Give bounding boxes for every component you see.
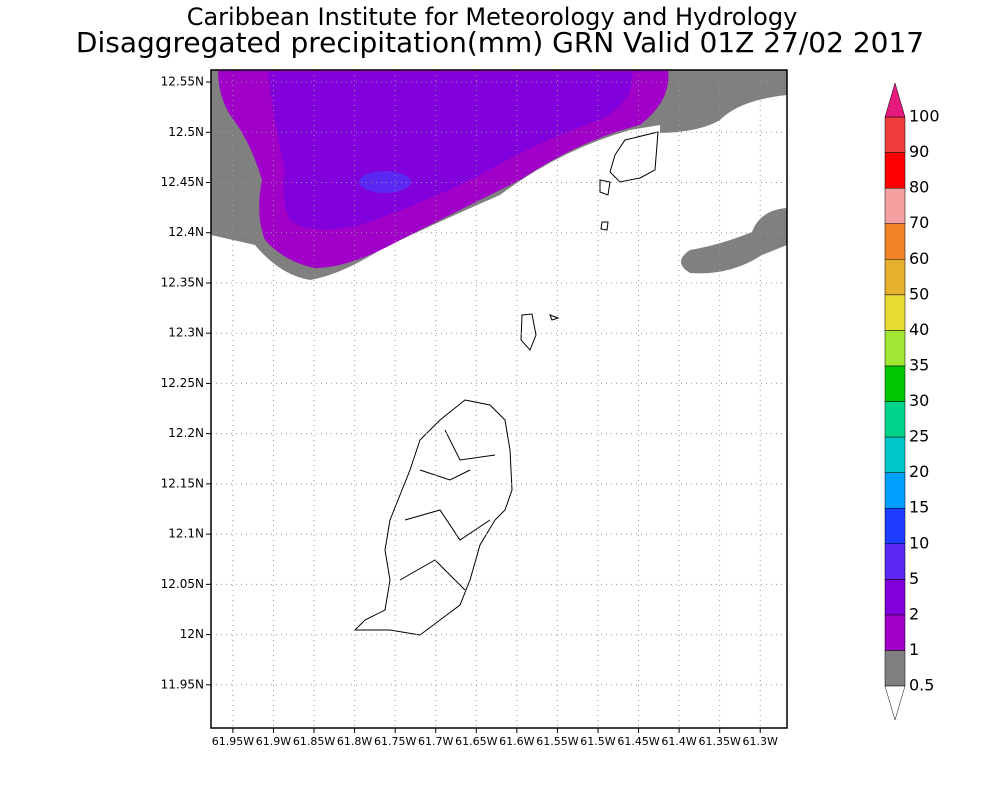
- colorbar-label: 50: [909, 284, 929, 303]
- colorbar-label: 80: [909, 178, 929, 197]
- small-island: [549, 314, 560, 321]
- y-tick-label: 12.2N: [168, 426, 204, 440]
- colorbar-label: 15: [909, 498, 929, 517]
- y-tick-label: 12.1N: [168, 527, 204, 541]
- x-tick-label: 61.9W: [256, 735, 291, 748]
- colorbar-label: 90: [909, 142, 929, 161]
- y-tick-label: 12.5N: [168, 125, 204, 139]
- y-tick-label: 12.15N: [161, 476, 204, 490]
- colorbar-segment: [884, 152, 906, 189]
- colorbar-segment: [884, 401, 906, 438]
- colorbar-label: 35: [909, 355, 929, 374]
- x-tick-label: 61.6W: [499, 735, 534, 748]
- colorbar-segment: [884, 330, 906, 367]
- colorbar-label: 40: [909, 320, 929, 339]
- plot-frame: [210, 69, 788, 729]
- colorbar-label: 1: [909, 640, 919, 659]
- y-tick-label: 12.25N: [161, 376, 204, 390]
- colorbar-segment: [884, 472, 906, 509]
- islands: [353, 131, 659, 636]
- grenada: [353, 399, 513, 636]
- colorbar-label: 100: [909, 107, 940, 126]
- rain-field-gray: [660, 70, 787, 133]
- carriacou: [609, 131, 659, 183]
- colorbar-segment: [884, 223, 906, 260]
- x-tick-label: 61.45W: [617, 735, 659, 748]
- x-tick-label: 61.85W: [293, 735, 335, 748]
- colorbar-label: 10: [909, 533, 929, 552]
- y-tick-label: 12.3N: [168, 326, 204, 340]
- y-tick-label: 12.05N: [161, 577, 204, 591]
- colorbar-label: 0.5: [909, 676, 934, 695]
- x-tick-label: 61.65W: [455, 735, 497, 748]
- x-tick-label: 61.95W: [212, 735, 254, 748]
- colorbar-segment: [884, 543, 906, 580]
- colorbar-segment: [884, 116, 906, 153]
- title: Caribbean Institute for Meteorology and …: [187, 3, 798, 31]
- y-tick-label: 12.45N: [161, 175, 204, 189]
- island-outline: [399, 429, 496, 591]
- x-tick-label: 61.75W: [374, 735, 416, 748]
- colorbar-under: [884, 685, 906, 721]
- colorbar-label: 30: [909, 391, 929, 410]
- colorbar-segment: [884, 365, 906, 402]
- small-island: [600, 221, 609, 231]
- y-tick-label: 12.4N: [168, 225, 204, 239]
- rain-field-violet: [268, 72, 633, 230]
- colorbar-label: 25: [909, 427, 929, 446]
- colorbar-label: 70: [909, 213, 929, 232]
- colorbar-segment: [884, 579, 906, 616]
- colorbar-segment: [884, 650, 906, 687]
- colorbar-label: 2: [909, 604, 919, 623]
- x-tick-label: 61.7W: [418, 735, 453, 748]
- small-island: [599, 179, 611, 196]
- x-tick-label: 61.8W: [337, 735, 372, 748]
- colorbar-segment: [884, 507, 906, 544]
- x-tick-label: 61.4W: [661, 735, 696, 748]
- colorbar-segment: [884, 294, 906, 331]
- small-island: [520, 313, 537, 351]
- map-fields: [211, 70, 787, 636]
- x-tick-label: 61.55W: [536, 735, 578, 748]
- y-tick-label: 11.95N: [161, 677, 204, 691]
- colorbar-over: [884, 82, 906, 118]
- y-tick-label: 12.35N: [161, 275, 204, 289]
- colorbar-segment: [884, 614, 906, 651]
- x-tick-label: 61.35W: [698, 735, 740, 748]
- colorbar-label: 20: [909, 462, 929, 481]
- y-tick-label: 12.55N: [161, 75, 204, 89]
- colorbar-label: 5: [909, 569, 919, 588]
- colorbar-segment: [884, 436, 906, 473]
- y-tick-label: 12N: [180, 627, 204, 641]
- grid: [211, 70, 787, 728]
- rain-field-blue: [359, 171, 411, 193]
- x-tick-label: 61.5W: [580, 735, 615, 748]
- rain-field-gray: [681, 208, 787, 274]
- colorbar-segment: [884, 259, 906, 296]
- subtitle: Disaggregated precipitation(mm) GRN Vali…: [76, 26, 924, 59]
- x-tick-label: 61.3W: [743, 735, 778, 748]
- colorbar-label: 60: [909, 249, 929, 268]
- colorbar-segment: [884, 187, 906, 224]
